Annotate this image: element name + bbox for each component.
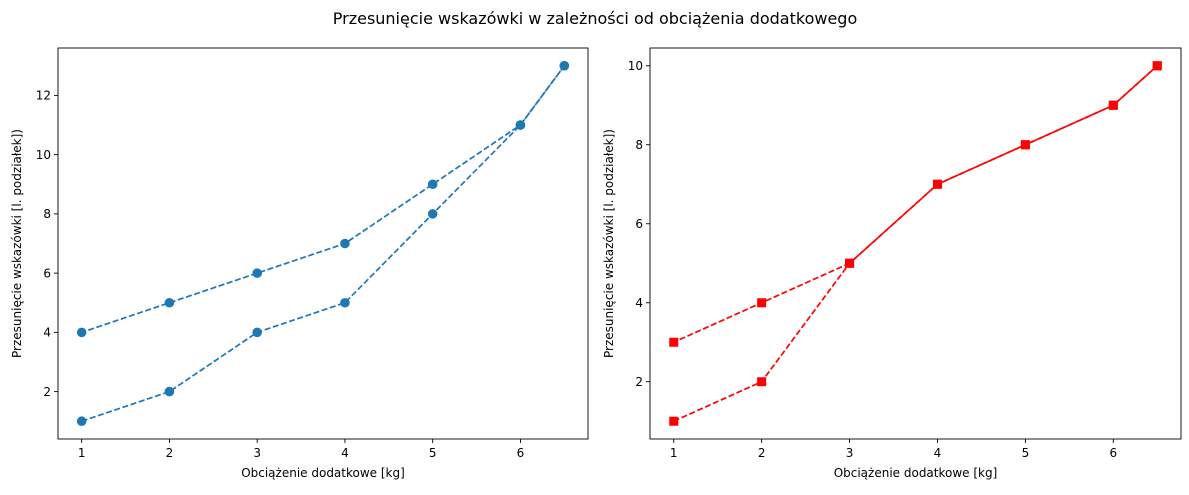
data-point: [1020, 140, 1030, 150]
x-tick-label: 5: [1022, 446, 1030, 460]
y-tick-label: 4: [635, 296, 643, 310]
data-point: [515, 120, 526, 130]
plot-frame: [649, 47, 1182, 440]
x-axis-label: Obciążenie dodatkowe [kg]: [834, 466, 998, 480]
x-tick-label: 4: [934, 446, 942, 460]
data-point: [669, 416, 679, 426]
y-tick-label: 6: [43, 266, 51, 280]
chart-panel-2: 1 2 3 4 5 6 2 4 6 8 10 Obciążenie dodatkowe [kg] Prz…: [602, 47, 1182, 480]
figure-title: Przesunięcie wskazówki w zależności od o…: [333, 9, 857, 28]
x-tick-label: 3: [846, 446, 854, 460]
data-point: [1108, 100, 1118, 110]
data-point: [845, 258, 855, 268]
x-tick-label: 1: [78, 446, 86, 460]
x-tick-label: 4: [341, 446, 349, 460]
data-point: [427, 179, 438, 190]
y-tick-label: 10: [628, 59, 643, 73]
x-tick-label: 1: [670, 446, 678, 460]
data-point: [164, 386, 175, 397]
data-point: [757, 377, 767, 387]
x-tick-label: 5: [429, 446, 437, 460]
data-point: [1152, 61, 1162, 71]
y-tick-label: 8: [635, 138, 643, 152]
x-tick-label: 2: [758, 446, 766, 460]
y-tick-label: 2: [43, 385, 51, 399]
y-tick-label: 2: [635, 375, 643, 389]
y-axis-label: Przesunięcie wskazówki [l. podziałek]): [602, 129, 616, 358]
data-point: [559, 60, 570, 71]
y-axis-label: Przesunięcie wskazówki [l. podziałek]): [10, 129, 24, 358]
x-tick-label: 2: [166, 446, 174, 460]
y-tick-label: 4: [43, 326, 51, 340]
y-tick-label: 6: [635, 217, 643, 231]
data-point: [932, 179, 942, 189]
plot-frame: [57, 47, 589, 440]
data-point: [252, 268, 262, 278]
data-point: [340, 238, 350, 249]
data-point: [757, 298, 767, 308]
y-tick-label: 12: [36, 89, 51, 103]
y-tick-label: 8: [43, 207, 51, 221]
series-line-1: [81, 65, 565, 423]
y-tick-label: 10: [36, 148, 51, 162]
series-line-1: [673, 65, 1158, 423]
data-point: [427, 209, 438, 219]
data-point: [76, 327, 87, 338]
data-point: [76, 416, 87, 427]
x-tick-label: 6: [1109, 446, 1117, 460]
data-point: [340, 297, 350, 308]
x-tick-label: 6: [517, 446, 525, 460]
data-point: [164, 297, 175, 308]
data-point: [252, 327, 262, 338]
series-line-2: [81, 65, 565, 334]
x-axis-label: Obciążenie dodatkowe [kg]: [241, 466, 405, 480]
data-point: [669, 337, 679, 347]
x-tick-label: 3: [253, 446, 261, 460]
